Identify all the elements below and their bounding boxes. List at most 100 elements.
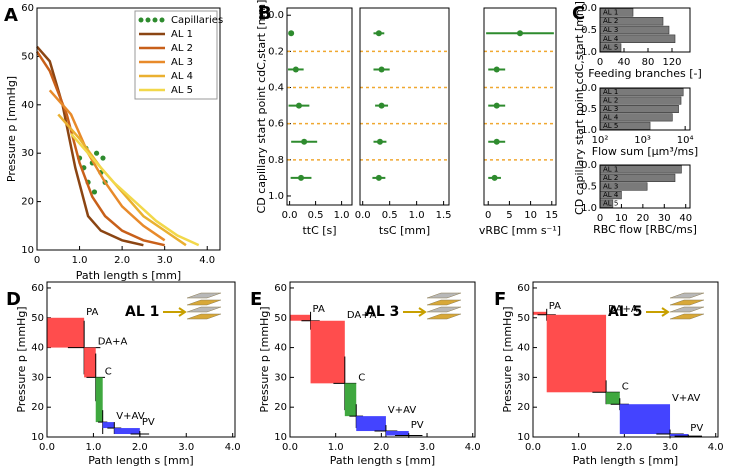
x-tick-label: 1.0 <box>328 442 344 453</box>
segment <box>95 377 103 423</box>
panel-letter: F <box>494 289 506 310</box>
icon-layer <box>186 306 222 313</box>
x-axis-label: Path length s [mm] <box>76 269 181 282</box>
plot-frame <box>286 7 353 206</box>
segment-label: V+AV <box>388 405 416 416</box>
bar-label: AL 1 <box>603 165 618 173</box>
point <box>493 138 500 145</box>
y-axis-label: CD capillary start point cdC,start [mm] <box>255 0 268 213</box>
segment-label: PA <box>86 307 98 318</box>
icon-layer <box>669 292 705 299</box>
segment-label: PV <box>142 417 155 428</box>
bar-label: AL 1 <box>603 8 618 16</box>
y-tick-label: 1.0 <box>581 203 597 214</box>
y-tick-label: 0.0 <box>268 10 284 21</box>
x-tick-label: 1.0 <box>85 442 101 453</box>
y-tick-label: 0.0 <box>581 3 597 14</box>
plot-frame <box>36 7 221 251</box>
x-tick-label: 2.0 <box>373 442 389 453</box>
x-tick-label: 0.0 <box>355 210 371 221</box>
y-axis-label: Pressure p [mmHg] <box>258 306 271 412</box>
segment-label: DA+A <box>98 337 128 348</box>
y-tick-label: 1.0 <box>268 191 284 202</box>
bar-label: AL 5 <box>603 200 618 208</box>
y-tick-label: 0.8 <box>268 155 284 166</box>
y-tick-label: 0.5 <box>581 182 597 193</box>
annotation: AL 3 <box>365 304 399 320</box>
annotation: AL 5 <box>608 304 642 320</box>
x-axis-label: Flow sum [µm³/ms] <box>592 145 698 158</box>
legend-label: AL 3 <box>171 57 193 68</box>
y-tick-label: 50 <box>274 313 287 324</box>
legend-label: Capillaries <box>171 15 223 26</box>
x-tick-label: 3.0 <box>419 442 435 453</box>
y-tick-label: 60 <box>517 283 530 294</box>
y-tick-label: 30 <box>517 372 530 383</box>
point <box>493 66 500 73</box>
point <box>295 102 302 109</box>
bar-label: AL 3 <box>603 26 618 34</box>
series-line <box>57 113 187 247</box>
x-tick-label: 2.0 <box>616 442 632 453</box>
y-tick-label: 40 <box>21 100 34 111</box>
point <box>375 30 382 37</box>
icon-layer <box>669 313 705 320</box>
x-tick-label: 4.0 <box>199 255 215 266</box>
plot-frame <box>599 87 691 131</box>
x-tick-label: 0 <box>597 57 603 68</box>
x-tick-label: 1.0 <box>334 210 350 221</box>
point <box>378 102 385 109</box>
x-tick-label: 4.0 <box>465 442 481 453</box>
bar-label: AL 3 <box>603 105 618 113</box>
x-tick-label: 4.0 <box>225 442 241 453</box>
legend-label: AL 2 <box>171 43 193 54</box>
plot-frame <box>599 7 691 53</box>
x-tick-label: 1.0 <box>72 255 88 266</box>
segment-label: C <box>105 366 112 377</box>
segment <box>84 347 96 378</box>
legend-symbol <box>145 17 151 23</box>
plot-frame <box>46 281 236 438</box>
bar-label: AL 2 <box>603 97 618 105</box>
segment-label: PA <box>313 304 325 315</box>
x-tick-label: 0.0 <box>525 442 541 453</box>
plot-frame <box>483 7 557 206</box>
x-tick-label: 1.0 <box>571 442 587 453</box>
legend-label: AL 4 <box>171 71 193 82</box>
x-axis-label: tsC [mm] <box>379 224 430 237</box>
y-axis-label: CD capillary start point cdC,start [mm] <box>573 1 586 215</box>
panel-letter: D <box>6 289 21 310</box>
capillary-point <box>91 189 98 195</box>
segment-label: C <box>622 381 629 392</box>
legend-symbol <box>152 17 158 23</box>
bar-label: AL 4 <box>603 191 619 199</box>
plot-frame <box>532 281 719 438</box>
segment-label: DA+A <box>347 310 377 321</box>
x-axis-label: Path length s [mm] <box>330 454 435 467</box>
x-tick-label: 0.0 <box>282 442 298 453</box>
point <box>292 66 299 73</box>
y-tick-label: 1.0 <box>581 47 597 58</box>
icon-layer <box>426 292 462 299</box>
x-tick-label: 4.0 <box>708 442 724 453</box>
segment-label: PA <box>549 301 561 312</box>
segment-label: PV <box>411 420 424 431</box>
segment <box>546 314 607 393</box>
annotation-arrow <box>646 307 670 317</box>
segment <box>344 383 357 417</box>
legend-symbol <box>138 17 144 23</box>
segment <box>102 422 115 429</box>
x-tick-label: 10 <box>524 210 537 221</box>
x-tick-label: 3.0 <box>178 442 194 453</box>
point <box>288 30 295 37</box>
y-tick-label: 0.2 <box>268 46 284 57</box>
y-tick-label: 30 <box>31 372 44 383</box>
x-tick-label: 1.0 <box>409 210 425 221</box>
point <box>491 174 498 181</box>
segment <box>670 434 689 437</box>
x-axis-label: Feeding branches [-] <box>588 67 702 80</box>
x-tick-label: 0 <box>597 213 603 224</box>
x-tick-label: 2.0 <box>132 442 148 453</box>
x-tick-label: 10⁴ <box>677 135 694 146</box>
